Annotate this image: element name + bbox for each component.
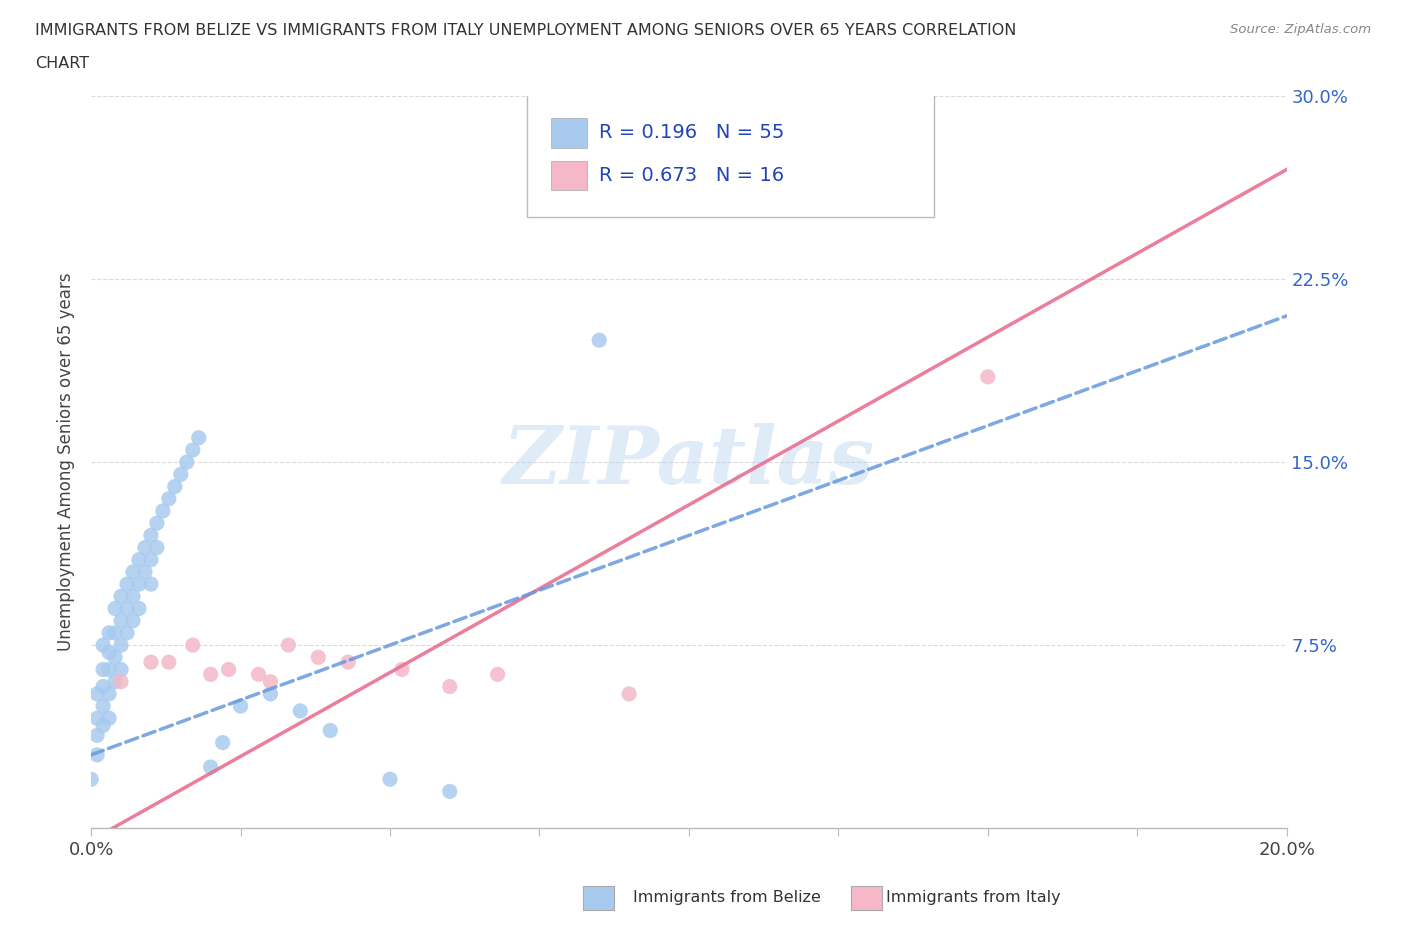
Point [176, 455, 198, 470]
Text: IMMIGRANTS FROM BELIZE VS IMMIGRANTS FROM ITALY UNEMPLOYMENT AMONG SENIORS OVER : IMMIGRANTS FROM BELIZE VS IMMIGRANTS FRO… [35, 23, 1017, 38]
Point [139, 655, 162, 670]
Point [122, 589, 145, 604]
Point [170, 467, 193, 482]
Text: Source: ZipAtlas.com: Source: ZipAtlas.com [1230, 23, 1371, 36]
Point [86, 686, 108, 701]
Point [91, 698, 114, 713]
Point [91, 638, 114, 653]
Point [163, 479, 186, 494]
Text: ZIPatlas: ZIPatlas [503, 423, 875, 501]
Point [247, 667, 270, 682]
Point [439, 784, 461, 799]
FancyBboxPatch shape [551, 118, 588, 148]
Point [98, 662, 121, 677]
Text: Immigrants from Italy: Immigrants from Italy [886, 890, 1060, 905]
Point [181, 443, 204, 458]
Point [229, 698, 252, 713]
Point [337, 655, 360, 670]
Point [91, 662, 114, 677]
Point [80, 772, 103, 787]
Point [277, 638, 299, 653]
Point [139, 528, 162, 543]
Point [98, 711, 121, 725]
Point [319, 723, 342, 737]
Point [139, 552, 162, 567]
Point [128, 577, 150, 591]
Point [110, 674, 132, 689]
Point [290, 703, 312, 718]
Point [115, 601, 138, 616]
Point [110, 638, 132, 653]
Y-axis label: Unemployment Among Seniors over 65 years: Unemployment Among Seniors over 65 years [58, 272, 75, 651]
Point [378, 772, 401, 787]
Point [98, 686, 121, 701]
Point [86, 748, 108, 763]
Point [152, 503, 174, 518]
Point [588, 333, 610, 348]
Point [104, 674, 127, 689]
Point [98, 626, 121, 641]
Point [211, 736, 233, 751]
Point [439, 679, 461, 694]
Point [91, 718, 114, 733]
Point [104, 650, 127, 665]
Point [218, 662, 240, 677]
Point [146, 540, 169, 555]
Text: R = 0.673   N = 16: R = 0.673 N = 16 [599, 166, 785, 185]
Point [110, 613, 132, 628]
Point [86, 711, 108, 725]
Point [128, 552, 150, 567]
Point [86, 728, 108, 743]
Point [157, 655, 180, 670]
Text: CHART: CHART [35, 56, 89, 71]
Point [307, 650, 329, 665]
Point [104, 626, 127, 641]
Point [181, 638, 204, 653]
Point [134, 565, 156, 579]
Point [146, 516, 169, 531]
Point [91, 679, 114, 694]
Text: R = 0.196   N = 55: R = 0.196 N = 55 [599, 124, 785, 142]
Point [200, 760, 222, 775]
Point [486, 667, 509, 682]
Point [977, 369, 1000, 384]
Point [259, 674, 281, 689]
Point [617, 686, 640, 701]
Point [139, 577, 162, 591]
Point [110, 589, 132, 604]
Point [187, 431, 209, 445]
Point [157, 491, 180, 506]
Point [104, 601, 127, 616]
Point [259, 686, 281, 701]
Point [391, 662, 413, 677]
Point [200, 667, 222, 682]
Point [110, 662, 132, 677]
Point [122, 613, 145, 628]
Point [128, 601, 150, 616]
Point [122, 565, 145, 579]
Point [134, 540, 156, 555]
Point [98, 645, 121, 660]
FancyBboxPatch shape [527, 89, 934, 217]
Point [115, 626, 138, 641]
Point [115, 577, 138, 591]
FancyBboxPatch shape [551, 161, 588, 190]
Text: Immigrants from Belize: Immigrants from Belize [633, 890, 821, 905]
